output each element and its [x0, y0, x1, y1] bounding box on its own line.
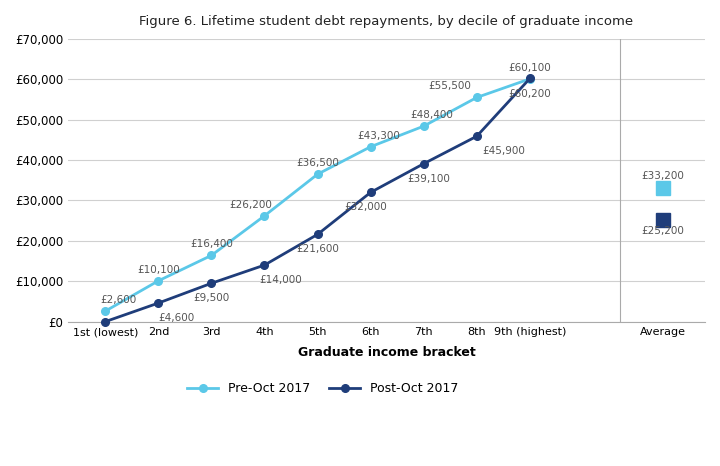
Text: £21,600: £21,600 — [296, 245, 339, 254]
Text: £33,200: £33,200 — [641, 171, 684, 181]
Text: £32,000: £32,000 — [344, 203, 387, 212]
Text: £36,500: £36,500 — [296, 158, 339, 168]
Text: £2,600: £2,600 — [100, 295, 137, 305]
Text: £60,200: £60,200 — [508, 89, 552, 99]
X-axis label: Graduate income bracket: Graduate income bracket — [297, 345, 475, 358]
Text: £25,200: £25,200 — [641, 226, 684, 236]
Text: £43,300: £43,300 — [357, 130, 400, 141]
Text: £14,000: £14,000 — [259, 275, 302, 285]
Text: £0: £0 — [0, 465, 1, 466]
Text: £48,400: £48,400 — [410, 110, 453, 120]
Text: £60,100: £60,100 — [508, 63, 552, 73]
Text: £9,500: £9,500 — [193, 294, 230, 303]
Text: £4,600: £4,600 — [159, 313, 195, 323]
Text: £55,500: £55,500 — [429, 82, 472, 91]
Title: Figure 6. Lifetime student debt repayments, by decile of graduate income: Figure 6. Lifetime student debt repaymen… — [140, 15, 634, 28]
Text: £10,100: £10,100 — [137, 265, 180, 275]
Text: £26,200: £26,200 — [230, 200, 273, 210]
Text: £39,100: £39,100 — [408, 174, 451, 184]
Legend: Pre-Oct 2017, Post-Oct 2017: Pre-Oct 2017, Post-Oct 2017 — [182, 377, 464, 400]
Text: £16,400: £16,400 — [190, 240, 233, 249]
Text: £45,900: £45,900 — [482, 146, 525, 156]
